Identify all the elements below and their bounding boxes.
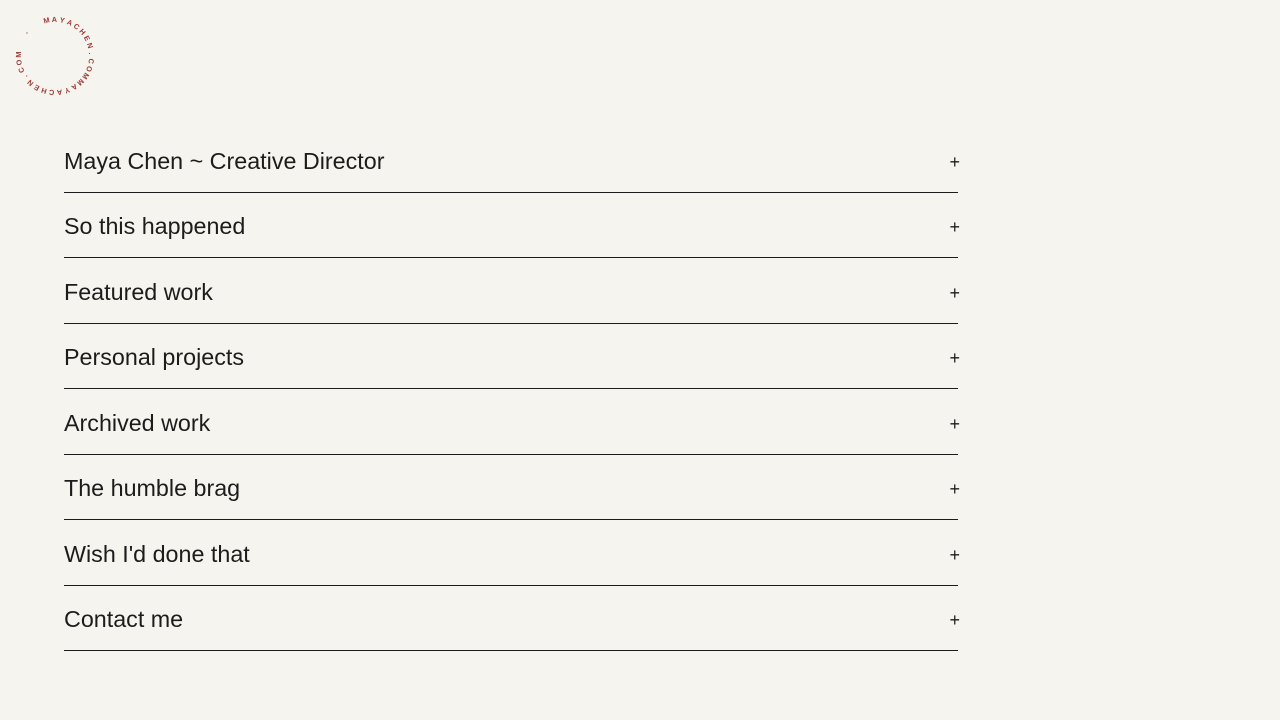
- svg-text:M: M: [43, 15, 51, 25]
- svg-text:A: A: [56, 87, 63, 97]
- svg-text:E: E: [82, 34, 92, 43]
- svg-text:H: H: [40, 86, 48, 96]
- svg-text:•: •: [24, 30, 29, 35]
- svg-text:C: C: [48, 88, 55, 98]
- svg-text:O: O: [14, 59, 24, 67]
- svg-text:.: .: [21, 74, 30, 81]
- svg-text:A: A: [52, 15, 58, 24]
- svg-text:N: N: [25, 78, 35, 88]
- svg-text:Y: Y: [63, 85, 71, 95]
- svg-text:M: M: [14, 51, 23, 57]
- svg-text:.: .: [87, 52, 96, 55]
- svg-text:Y: Y: [59, 15, 66, 25]
- svg-text:C: C: [86, 58, 96, 65]
- svg-text:N: N: [85, 42, 95, 50]
